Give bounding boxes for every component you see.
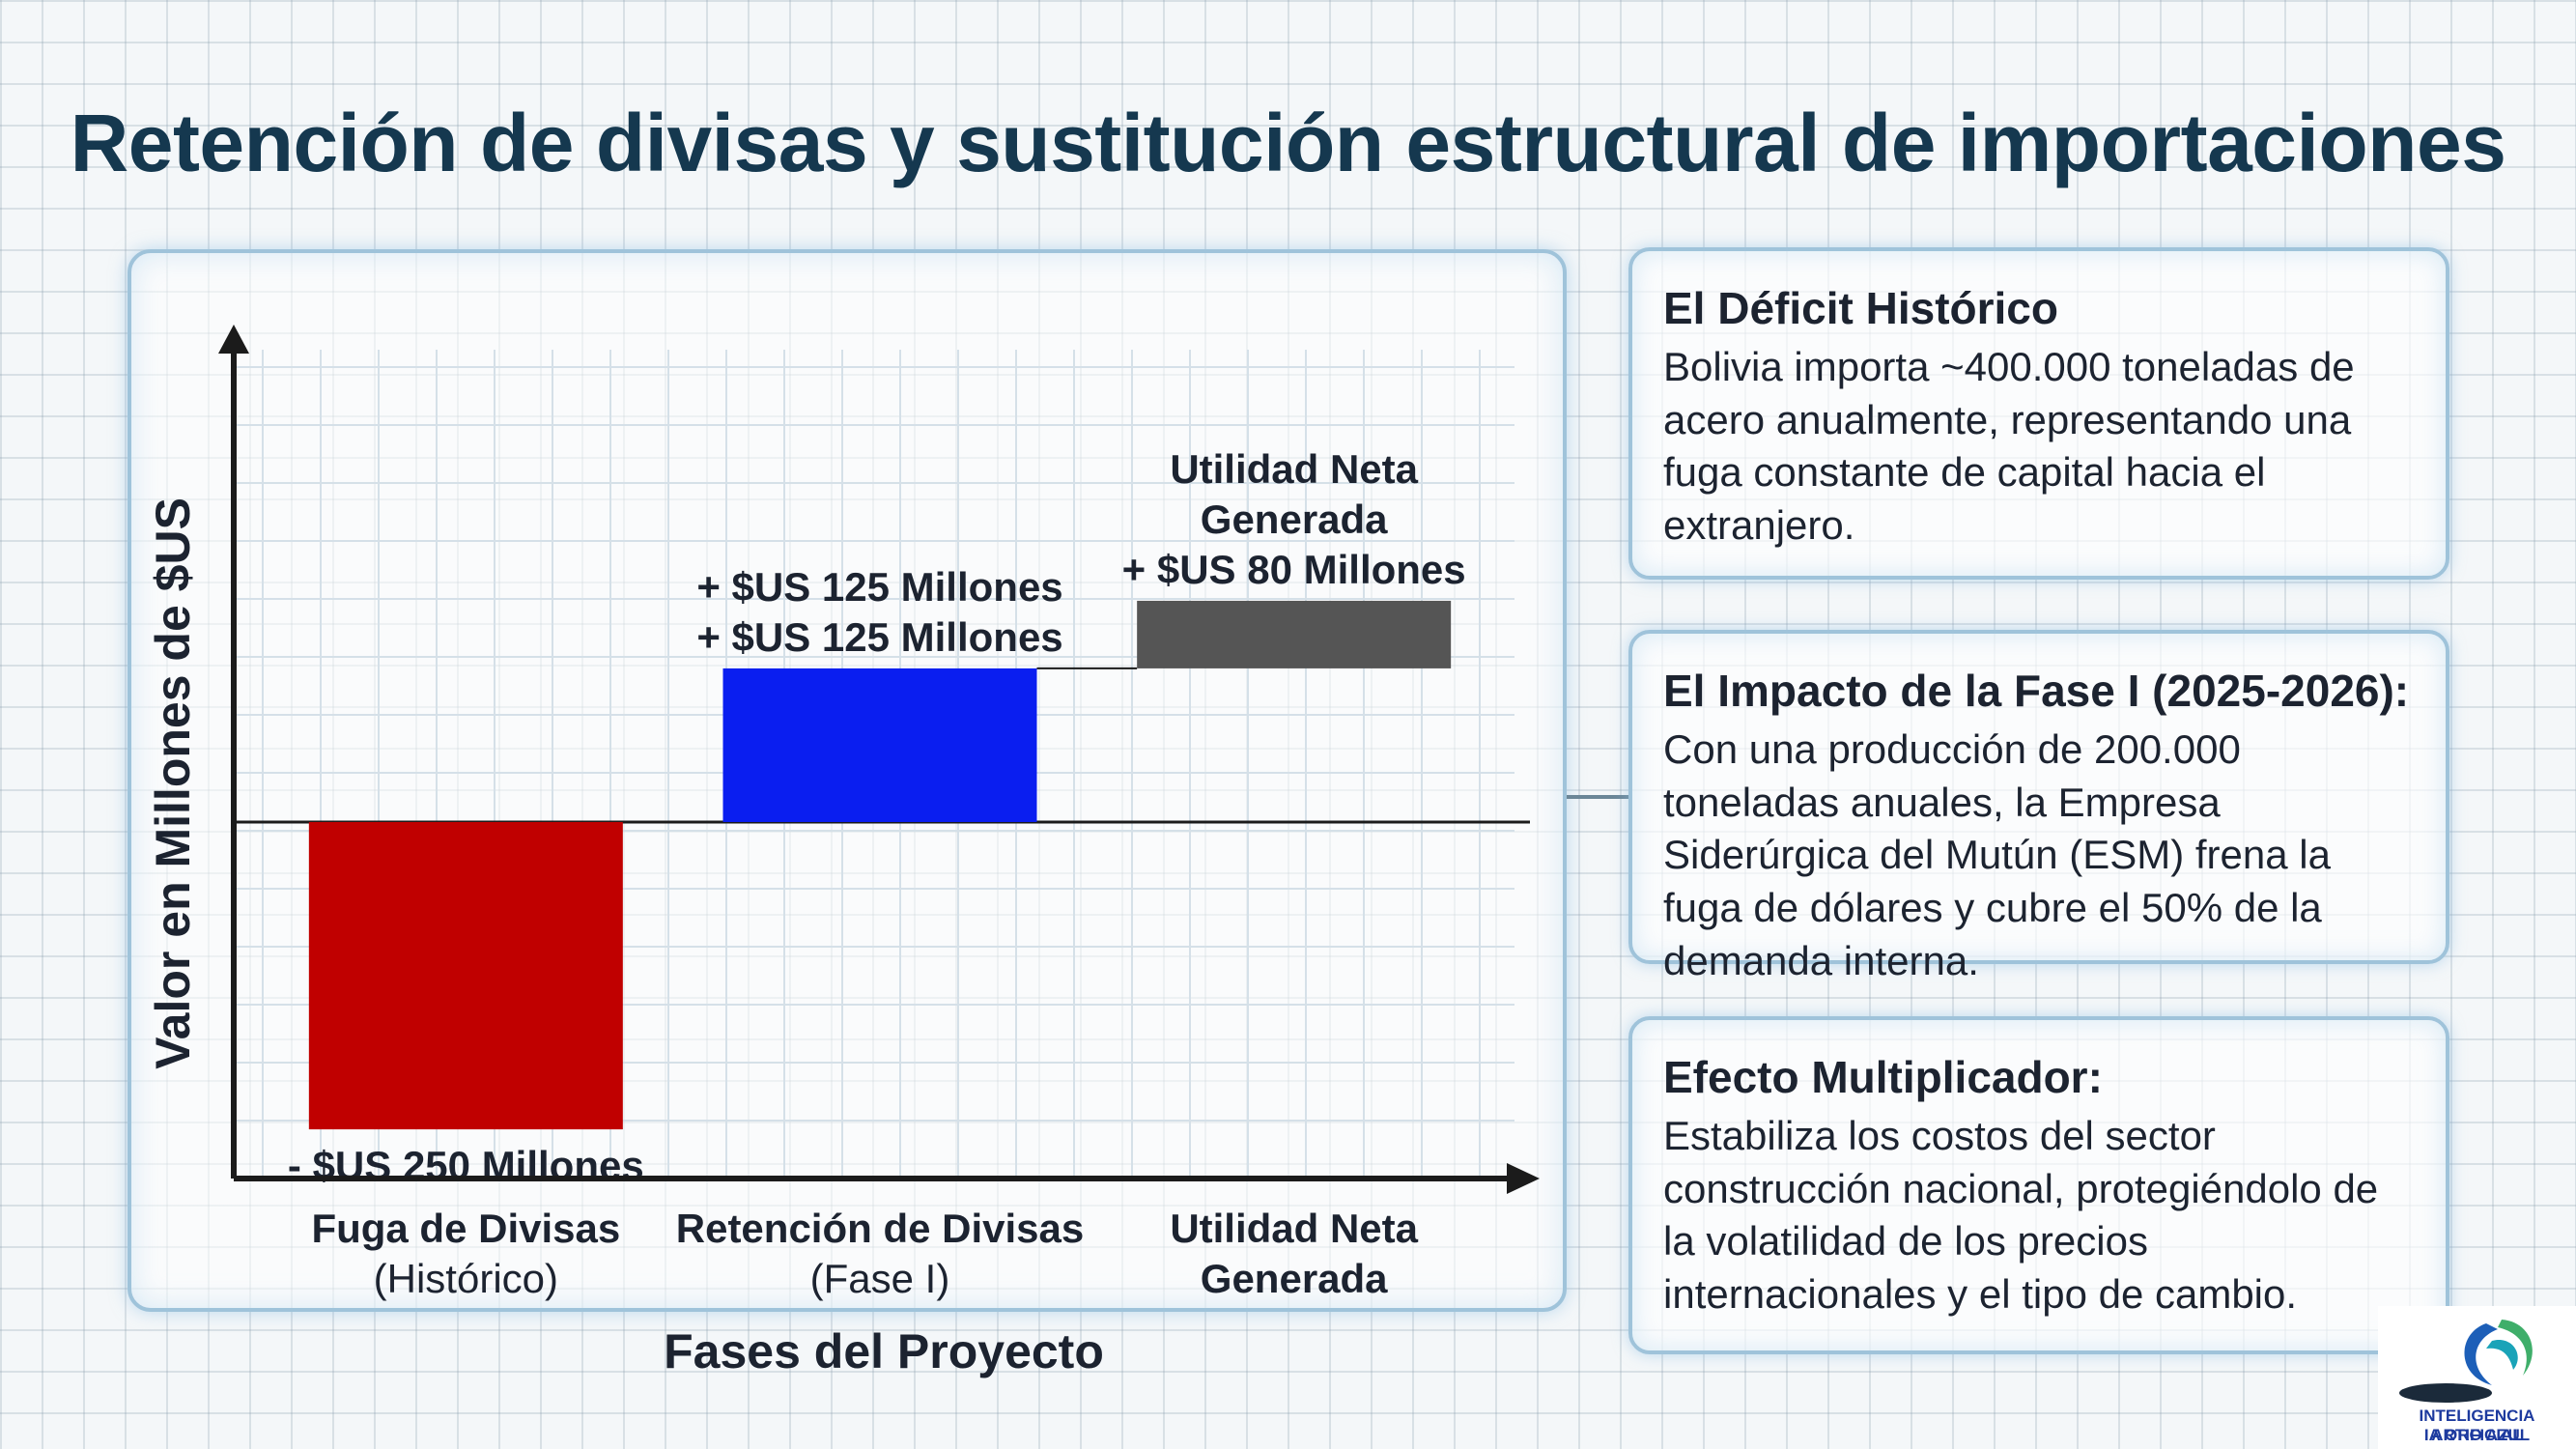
card-heading: Efecto Multiplicador: (1663, 1052, 2103, 1102)
y-axis-title: Valor en Millones de $US (146, 497, 200, 1069)
chart-panel: - $US 250 Millones + $US 125 Millones + $U… (127, 249, 1567, 1312)
bar-2 (722, 668, 1037, 822)
card-efecto-multiplicador: Efecto Multiplicador: Estabiliza los cos… (1628, 1016, 2449, 1354)
page-title: Retención de divisas y sustitución estru… (70, 98, 2506, 188)
bar-label: + $US 125 Millones (696, 614, 1062, 660)
card-deficit-historico: El Déficit Histórico Bolivia importa ~40… (1628, 247, 2449, 580)
bar-label: - $US 250 Millones (288, 1143, 644, 1188)
category-label: Fuga de Divisas (311, 1206, 620, 1251)
card-heading: El Impacto de la Fase I (2025-2026): (1663, 666, 2410, 716)
logo-text-line1: INTELIGENCIA ARTIFICIAL (2419, 1406, 2535, 1444)
bar-label: Utilidad Neta (1170, 446, 1418, 492)
logo-text-line2: IA ORO AZUL (2423, 1426, 2531, 1444)
card-heading: El Déficit Histórico (1663, 283, 2058, 333)
waterfall-chart: - $US 250 Millones+ $US 125 Millones+ $U… (146, 325, 1540, 1301)
category-label: Utilidad Neta (1170, 1206, 1418, 1251)
x-axis-title: Fases del Proyecto (664, 1324, 1104, 1378)
bar-label: + $US 125 Millones (696, 564, 1062, 610)
connector-line (1567, 795, 1628, 799)
category-label: Generada (1201, 1256, 1388, 1301)
bar-label: + $US 80 Millones (1122, 547, 1466, 592)
x-axis-arrow (1507, 1163, 1540, 1194)
bar-label: Generada (1201, 497, 1388, 542)
card-impacto-fase-1: El Impacto de la Fase I (2025-2026): Con… (1628, 630, 2449, 983)
bar-1 (308, 821, 623, 1130)
card-body: Con una producción de 200.000 toneladas … (1663, 726, 2331, 983)
category-label: (Histórico) (374, 1256, 558, 1301)
y-axis-arrow (218, 325, 249, 354)
logo-swoosh-icon (2399, 1320, 2533, 1403)
logo: INTELIGENCIA ARTIFICIAL IA ORO AZUL (2378, 1306, 2576, 1449)
category-label: Retención de Divisas (676, 1206, 1084, 1251)
card-body: Bolivia importa ~400.000 toneladas de ac… (1663, 344, 2355, 548)
bar-3 (1137, 600, 1452, 668)
category-label: (Fase I) (810, 1256, 950, 1301)
card-body: Estabiliza los costos del sector constru… (1663, 1113, 2379, 1317)
